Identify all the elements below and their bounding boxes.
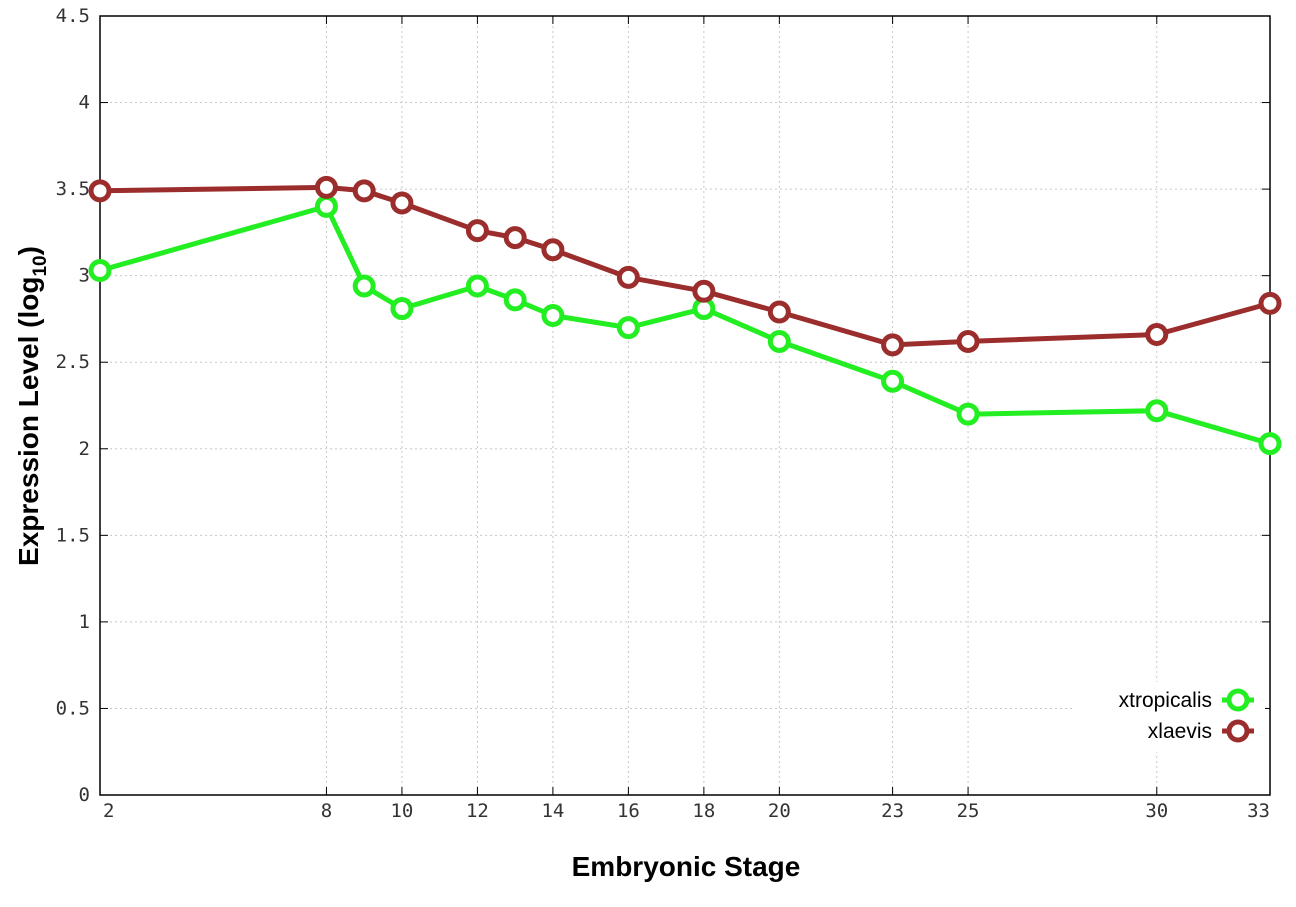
y-axis-ticks: 0 0.5 1 1.5 2 2.5 3 3.5 4 4.5 — [56, 5, 1270, 806]
y-axis-title-main: Expression Level (log — [13, 277, 44, 566]
y-tick-label: 3.5 — [56, 178, 90, 200]
y-tick-label: 1.5 — [56, 524, 90, 546]
y-axis-title: Expression Level (log10) — [13, 246, 51, 566]
data-point-xtropicalis — [881, 369, 905, 393]
y-tick-label: 4.5 — [56, 5, 90, 27]
data-point-xtropicalis — [314, 194, 338, 218]
data-point-xtropicalis — [541, 303, 565, 327]
legend-marker-xtropicalis — [1226, 688, 1250, 712]
x-axis-ticks: 2 8 10 12 14 16 18 20 23 25 30 33 — [99, 16, 1271, 822]
x-tick-label: 10 — [390, 800, 413, 822]
grid-lines — [100, 16, 1270, 795]
data-point-xtropicalis — [503, 288, 527, 312]
data-point-xlaevis — [616, 265, 640, 289]
data-point-xtropicalis — [352, 274, 376, 298]
x-tick-label: 23 — [881, 800, 904, 822]
legend-label-xtropicalis: xtropicalis — [1119, 689, 1212, 712]
data-point-xtropicalis — [956, 402, 980, 426]
data-point-xlaevis — [692, 279, 716, 303]
x-tick-label: 16 — [617, 800, 640, 822]
data-point-xlaevis — [956, 329, 980, 353]
data-point-xlaevis — [88, 179, 112, 203]
data-point-xtropicalis — [465, 274, 489, 298]
y-tick-label: 2.5 — [56, 351, 90, 373]
x-tick-label: 25 — [957, 800, 980, 822]
plot-frame — [99, 15, 1271, 796]
series-xlaevis — [88, 175, 1282, 357]
data-point-xlaevis — [541, 238, 565, 262]
data-point-xlaevis — [881, 333, 905, 357]
x-tick-label: 12 — [466, 800, 489, 822]
y-tick-label: 0 — [79, 784, 90, 806]
data-point-xlaevis — [465, 219, 489, 243]
data-point-xlaevis — [314, 175, 338, 199]
y-tick-label: 2 — [79, 438, 90, 460]
legend-label-xlaevis: xlaevis — [1148, 720, 1212, 743]
data-point-xlaevis — [352, 179, 376, 203]
legend-marker-xlaevis — [1226, 719, 1250, 743]
x-tick-label: 20 — [768, 800, 791, 822]
data-point-xtropicalis — [1258, 432, 1282, 456]
series-xtropicalis — [88, 194, 1282, 456]
x-tick-label: 33 — [1247, 800, 1270, 822]
x-tick-label: 18 — [692, 800, 715, 822]
x-tick-label: 8 — [321, 800, 332, 822]
x-tick-label: 2 — [103, 800, 114, 822]
data-point-xtropicalis — [390, 297, 414, 321]
x-tick-label: 30 — [1145, 800, 1168, 822]
data-point-xlaevis — [767, 300, 791, 324]
legend: xtropicalis xlaevis — [1075, 682, 1265, 752]
y-tick-label: 4 — [79, 92, 90, 114]
x-tick-label: 14 — [541, 800, 564, 822]
x-axis-title: Embryonic Stage — [572, 851, 801, 882]
data-point-xtropicalis — [616, 316, 640, 340]
y-axis-title-close: ) — [13, 246, 44, 255]
data-point-xlaevis — [390, 191, 414, 215]
series-line-xtropicalis — [99, 203, 1271, 447]
data-point-xlaevis — [1145, 323, 1169, 347]
data-point-xtropicalis — [88, 258, 112, 282]
series-line-xlaevis — [99, 184, 1271, 348]
data-point-xtropicalis — [1145, 399, 1169, 423]
data-point-xlaevis — [503, 226, 527, 250]
y-tick-label: 1 — [79, 611, 90, 633]
data-point-xtropicalis — [767, 329, 791, 353]
series-layer — [88, 175, 1282, 456]
y-axis-title-subscript: 10 — [30, 255, 51, 276]
data-point-xlaevis — [1258, 291, 1282, 315]
y-tick-label: 0.5 — [56, 697, 90, 719]
y-tick-label: 3 — [79, 265, 90, 287]
